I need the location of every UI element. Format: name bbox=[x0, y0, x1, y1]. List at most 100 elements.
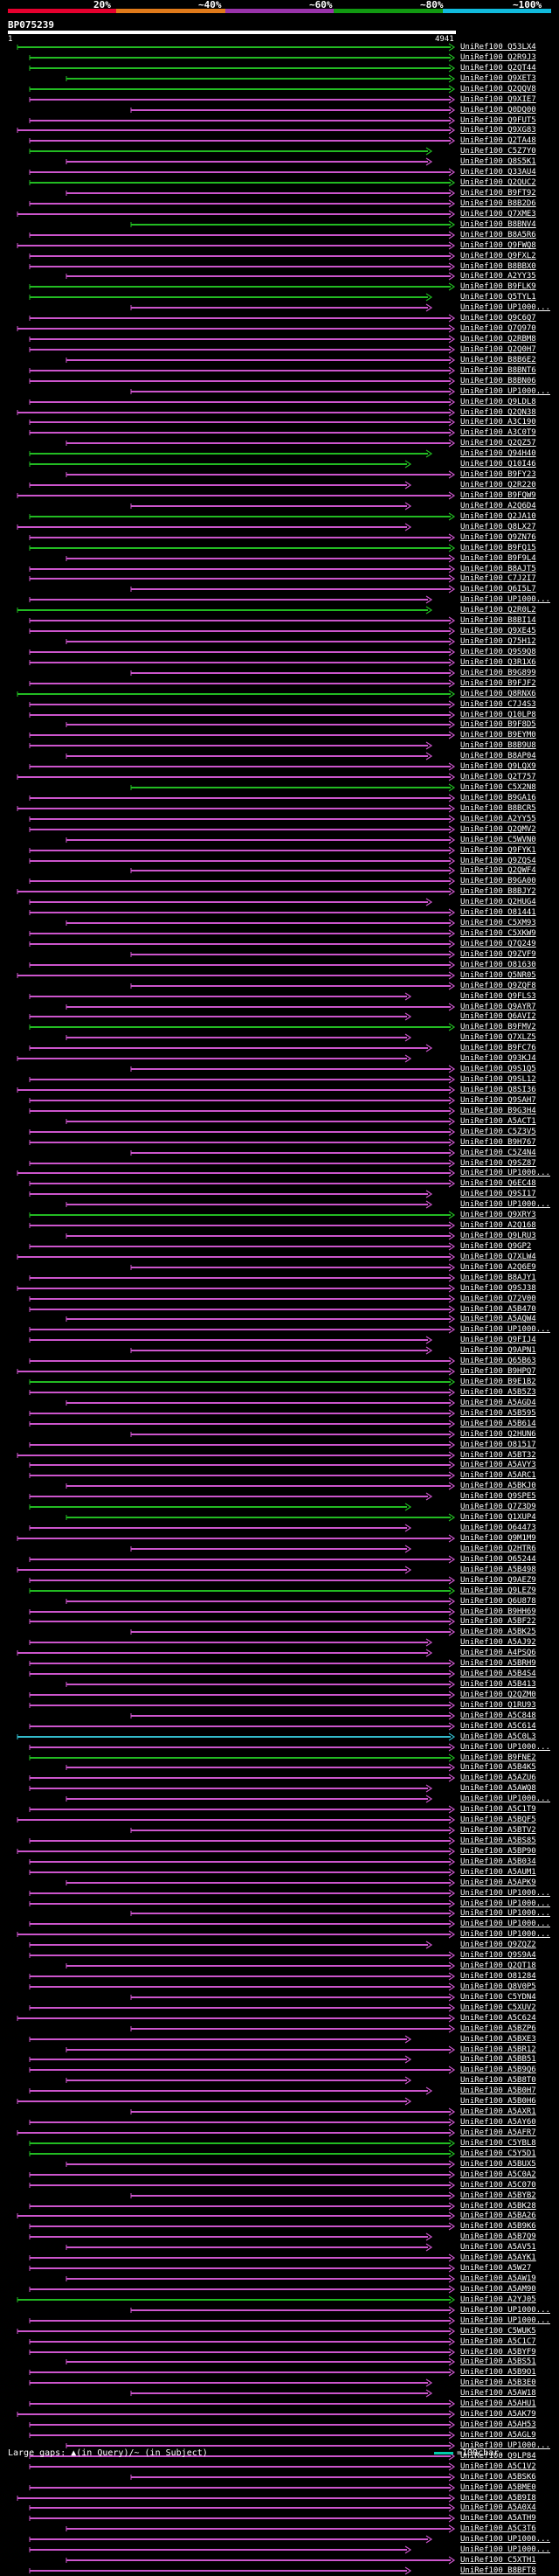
hit-link[interactable]: UniRef100_UP1000... bbox=[460, 1743, 550, 1752]
hit-link[interactable]: UniRef100_B9EYM0 bbox=[460, 731, 536, 739]
hit-link[interactable]: UniRef100_A5AFR7 bbox=[460, 2128, 536, 2137]
hit-link[interactable]: UniRef100_A5B498 bbox=[460, 1566, 536, 1574]
hit-link[interactable]: UniRef100_UP1000... bbox=[460, 2316, 550, 2325]
hit-link[interactable]: UniRef100_Q7XLW4 bbox=[460, 1253, 536, 1261]
hit-link[interactable]: UniRef100_Q6I5L7 bbox=[460, 585, 536, 594]
hit-link[interactable]: UniRef100_A2YY55 bbox=[460, 815, 536, 823]
hit-link[interactable]: UniRef100_Q5NR05 bbox=[460, 971, 536, 980]
hit-link[interactable]: UniRef100_Q9C6Q7 bbox=[460, 314, 536, 323]
hit-link[interactable]: UniRef100_A5BB51 bbox=[460, 2055, 536, 2064]
hit-link[interactable]: UniRef100_C5Z3V5 bbox=[460, 1128, 536, 1136]
hit-link[interactable]: UniRef100_O65244 bbox=[460, 1555, 536, 1564]
hit-link[interactable]: UniRef100_B9FT92 bbox=[460, 189, 536, 198]
hit-link[interactable]: UniRef100_Q9XRY3 bbox=[460, 1211, 536, 1219]
hit-link[interactable]: UniRef100_A5BF22 bbox=[460, 1617, 536, 1626]
hit-link[interactable]: UniRef100_A5AM90 bbox=[460, 2285, 536, 2294]
hit-link[interactable]: UniRef100_B8B2D6 bbox=[460, 199, 536, 208]
hit-link[interactable]: UniRef100_Q8RNX6 bbox=[460, 690, 536, 698]
hit-link[interactable]: UniRef100_Q9SL12 bbox=[460, 1075, 536, 1084]
hit-link[interactable]: UniRef100_Q9FIJ4 bbox=[460, 1336, 536, 1344]
hit-link[interactable]: UniRef100_A5B413 bbox=[460, 1680, 536, 1689]
hit-link[interactable]: UniRef100_A5APK9 bbox=[460, 1878, 536, 1887]
hit-link[interactable]: UniRef100_A5AQW4 bbox=[460, 1315, 536, 1323]
hit-link[interactable]: UniRef100_O81284 bbox=[460, 1972, 536, 1981]
hit-link[interactable]: UniRef100_A4PSQ6 bbox=[460, 1649, 536, 1657]
hit-link[interactable]: UniRef100_Q72V00 bbox=[460, 1295, 536, 1303]
hit-link[interactable]: UniRef100_A5B9Q6 bbox=[460, 2066, 536, 2074]
hit-link[interactable]: UniRef100_Q0DQ00 bbox=[460, 106, 536, 115]
hit-link[interactable]: UniRef100_UP1000... bbox=[460, 2441, 550, 2450]
hit-link[interactable]: UniRef100_UP1000... bbox=[460, 303, 550, 312]
hit-link[interactable]: UniRef100_A5A0X4 bbox=[460, 2503, 536, 2512]
hit-link[interactable]: UniRef100_Q9AYR7 bbox=[460, 1003, 536, 1011]
hit-link[interactable]: UniRef100_C5Z4N4 bbox=[460, 1149, 536, 1157]
hit-link[interactable]: UniRef100_C5WUK5 bbox=[460, 2327, 536, 2336]
hit-link[interactable]: UniRef100_A5B0H6 bbox=[460, 2097, 536, 2106]
hit-link[interactable]: UniRef100_A5AXR1 bbox=[460, 2107, 536, 2116]
hit-link[interactable]: UniRef100_B8AJY1 bbox=[460, 1274, 536, 1282]
hit-link[interactable]: UniRef100_A5BZP6 bbox=[460, 2024, 536, 2033]
hit-link[interactable]: UniRef100_Q9ZN76 bbox=[460, 533, 536, 542]
hit-link[interactable]: UniRef100_A5C624 bbox=[460, 2014, 536, 2023]
hit-link[interactable]: UniRef100_A5BSK6 bbox=[460, 2473, 536, 2482]
hit-link[interactable]: UniRef100_Q2QZ57 bbox=[460, 439, 536, 448]
hit-link[interactable]: UniRef100_Q2HTR6 bbox=[460, 1545, 536, 1553]
hit-link[interactable]: UniRef100_A5B034 bbox=[460, 1857, 536, 1866]
hit-link[interactable]: UniRef100_B8A5R6 bbox=[460, 231, 536, 240]
hit-link[interactable]: UniRef100_B9GA00 bbox=[460, 877, 536, 885]
hit-link[interactable]: UniRef100_C5XKW9 bbox=[460, 929, 536, 938]
hit-link[interactable]: UniRef100_A5BP90 bbox=[460, 1847, 536, 1856]
hit-link[interactable]: UniRef100_C5XM93 bbox=[460, 919, 536, 927]
hit-link[interactable]: UniRef100_A5BYF9 bbox=[460, 2348, 536, 2357]
hit-link[interactable]: UniRef100_B9HH69 bbox=[460, 1607, 536, 1616]
hit-link[interactable]: UniRef100_Q53LX4 bbox=[460, 43, 536, 52]
hit-link[interactable]: UniRef100_A5B9K6 bbox=[460, 2222, 536, 2231]
hit-link[interactable]: UniRef100_UP1000... bbox=[460, 2545, 550, 2554]
hit-link[interactable]: UniRef100_Q9SZ87 bbox=[460, 1159, 536, 1168]
hit-link[interactable]: UniRef100_A2YY35 bbox=[460, 272, 536, 281]
hit-link[interactable]: UniRef100_Q94H40 bbox=[460, 449, 536, 458]
hit-link[interactable]: UniRef100_B9FJF2 bbox=[460, 679, 536, 688]
hit-link[interactable]: UniRef100_Q9ZQS4 bbox=[460, 857, 536, 865]
hit-link[interactable]: UniRef100_C5XUV2 bbox=[460, 2003, 536, 2012]
hit-link[interactable]: UniRef100_A5BXE3 bbox=[460, 2035, 536, 2044]
hit-link[interactable]: UniRef100_A5BQF5 bbox=[460, 1816, 536, 1824]
hit-link[interactable]: UniRef100_Q75H12 bbox=[460, 637, 536, 646]
hit-link[interactable]: UniRef100_UP1000... bbox=[460, 1899, 550, 1908]
hit-link[interactable]: UniRef100_C5YDN4 bbox=[460, 1993, 536, 2002]
hit-link[interactable]: UniRef100_B8BNT6 bbox=[460, 366, 536, 375]
hit-link[interactable]: UniRef100_O64473 bbox=[460, 1524, 536, 1532]
hit-link[interactable]: UniRef100_Q9FXL2 bbox=[460, 252, 536, 260]
hit-link[interactable]: UniRef100_A5C848 bbox=[460, 1712, 536, 1720]
hit-link[interactable]: UniRef100_Q9XIE7 bbox=[460, 95, 536, 104]
hit-link[interactable]: UniRef100_Q2Q0H7 bbox=[460, 345, 536, 354]
hit-link[interactable]: UniRef100_C5WVN0 bbox=[460, 836, 536, 844]
hit-link[interactable]: UniRef100_A5AHU1 bbox=[460, 2399, 536, 2408]
hit-link[interactable]: UniRef100_A5B614 bbox=[460, 1420, 536, 1428]
hit-link[interactable]: UniRef100_Q9S9A4 bbox=[460, 1951, 536, 1960]
hit-link[interactable]: UniRef100_B9F9L4 bbox=[460, 554, 536, 563]
hit-link[interactable]: UniRef100_Q9SAH7 bbox=[460, 1096, 536, 1105]
hit-link[interactable]: UniRef100_Q2QT44 bbox=[460, 64, 536, 73]
hit-link[interactable]: UniRef100_Q9FUT5 bbox=[460, 116, 536, 125]
hit-link[interactable]: UniRef100_A5BA26 bbox=[460, 2211, 536, 2220]
hit-link[interactable]: UniRef100_Q1RU93 bbox=[460, 1701, 536, 1710]
hit-link[interactable]: UniRef100_Q9AEZ9 bbox=[460, 1576, 536, 1585]
hit-link[interactable]: UniRef100_Q1XUP4 bbox=[460, 1513, 536, 1522]
hit-link[interactable]: UniRef100_A5ATH9 bbox=[460, 2514, 536, 2523]
hit-link[interactable]: UniRef100_Q6U878 bbox=[460, 1597, 536, 1606]
hit-link[interactable]: UniRef100_Q9GP2 bbox=[460, 1242, 532, 1251]
hit-link[interactable]: UniRef100_Q9M1M9 bbox=[460, 1534, 536, 1543]
hit-link[interactable]: UniRef100_A5C070 bbox=[460, 2181, 536, 2190]
hit-link[interactable]: UniRef100_A5AK79 bbox=[460, 2410, 536, 2419]
hit-link[interactable]: UniRef100_Q9SJ38 bbox=[460, 1284, 536, 1293]
hit-link[interactable]: UniRef100_Q9FYK1 bbox=[460, 846, 536, 855]
hit-link[interactable]: UniRef100_A5AWQ8 bbox=[460, 1784, 536, 1793]
hit-link[interactable]: UniRef100_Q3R1X6 bbox=[460, 658, 536, 667]
hit-link[interactable]: UniRef100_UP1000... bbox=[460, 1930, 550, 1939]
hit-link[interactable]: UniRef100_A5AH53 bbox=[460, 2420, 536, 2429]
hit-link[interactable]: UniRef100_B9G899 bbox=[460, 669, 536, 677]
hit-link[interactable]: UniRef100_A5B0H7 bbox=[460, 2086, 536, 2095]
hit-link[interactable]: UniRef100_A5ACT1 bbox=[460, 1117, 536, 1126]
hit-link[interactable]: UniRef100_UP1000... bbox=[460, 2306, 550, 2315]
